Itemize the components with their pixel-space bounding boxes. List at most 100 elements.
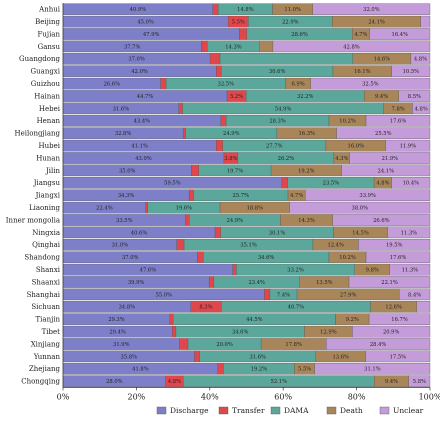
bar-segment-unclear-hunan — [349, 152, 431, 164]
data-label: 23.5% — [323, 181, 340, 187]
data-label: 31.9% — [113, 342, 130, 348]
data-label: 14.6% — [374, 57, 391, 63]
data-label: 5.5% — [232, 20, 245, 26]
category-label: Guangdong — [19, 55, 60, 63]
data-label: 31.6% — [113, 106, 130, 112]
bar-segment-transfer-guangdong — [209, 53, 221, 65]
data-label: 13.5% — [316, 280, 333, 286]
category-label: Shaanxi — [32, 278, 61, 286]
category-label: Beijing — [35, 18, 60, 26]
category-label: Shandong — [24, 254, 60, 262]
category-label: Ningxia — [32, 229, 60, 237]
data-label: 14.3% — [298, 218, 315, 224]
category-label: Guizhou — [31, 80, 61, 88]
data-label: 13.6% — [332, 354, 349, 360]
category-label: Heilongjiang — [15, 130, 61, 138]
data-label: 12.4% — [327, 243, 344, 249]
bar-segment-unclear-henan — [365, 115, 431, 127]
data-label: 52.1% — [271, 379, 288, 385]
legend-label-transfer: Transfer — [232, 406, 265, 415]
category-label: Yunnan — [33, 353, 61, 361]
data-label: 8.3% — [199, 305, 212, 311]
data-label: 16.0% — [348, 144, 365, 150]
bar-segment-transfer-shandong — [197, 251, 204, 263]
bar-segment-unclear-xinjiang — [326, 338, 431, 350]
data-label: 16.1% — [354, 69, 371, 75]
data-label: 34.3% — [118, 193, 135, 199]
data-label: 42.8% — [343, 44, 360, 50]
bar-segment-transfer-jilin — [191, 164, 199, 177]
bar-segment-unclear-anhui — [312, 3, 431, 15]
data-label: 5.5% — [298, 367, 311, 373]
bar-segment-transfer-zhejiang — [217, 363, 224, 375]
bar-segment-transfer-jiangsu — [281, 177, 288, 189]
data-label: 25.7% — [233, 193, 250, 199]
legend-label-unclear: Unclear — [393, 406, 424, 415]
data-label: 11.3% — [402, 268, 419, 274]
data-label: 4.8% — [415, 106, 428, 112]
x-tick-label: 60% — [274, 392, 292, 401]
data-label: 9.8% — [366, 268, 379, 274]
bar-segment-unclear-fujian — [369, 28, 431, 40]
category-labels: Anhui Beijing Fujian Gansu Guangdong Guangxi G… — [6, 6, 61, 386]
bar-segment-dama-guangdong — [219, 53, 354, 65]
legend-swatch-dama — [270, 406, 281, 415]
data-label: 33.5% — [116, 218, 133, 224]
data-label: 16.4% — [392, 32, 409, 38]
data-label: 5.8% — [413, 379, 426, 385]
legend-swatch-unclear — [379, 406, 390, 415]
data-label: 7.4% — [277, 292, 290, 298]
data-label: 31.1% — [364, 367, 381, 373]
data-label: 4.7% — [290, 193, 303, 199]
data-label: 44.5% — [246, 317, 263, 323]
category-label: Xinjiang — [31, 340, 61, 348]
data-label: 40.6% — [131, 230, 148, 236]
data-label: 9.2% — [346, 317, 359, 323]
data-label: 28.3% — [269, 119, 286, 125]
category-label: Hunan — [36, 154, 60, 162]
data-label: 24.1% — [368, 20, 385, 26]
data-label: 19.5% — [386, 243, 403, 249]
data-label: 33.2% — [287, 268, 304, 274]
data-label: 54.9% — [275, 106, 292, 112]
category-label: Jiangxi — [35, 192, 61, 200]
category-label: Guangxi — [31, 68, 61, 76]
data-label: 10.5% — [403, 69, 420, 75]
data-label: 41.8% — [132, 367, 149, 373]
data-label: 30.1% — [269, 230, 286, 236]
x-tick-label: 100% — [419, 392, 440, 401]
data-label: 4.8% — [376, 181, 389, 187]
bar-segment-unclear-chongqing — [408, 375, 431, 387]
bar-segment-transfer-fujian — [239, 28, 248, 40]
category-label: Shanghai — [27, 291, 61, 299]
legend-swatch-discharge — [156, 406, 167, 415]
data-label: 40.9% — [130, 7, 147, 13]
data-label: 4.8% — [168, 379, 181, 385]
bars-group: 40.9% 14.8% 11.0% 32.0%45.0% 5.5% 22.9% 24.1%4… — [62, 3, 431, 387]
bar-segment-transfer-hebei — [178, 102, 183, 115]
data-label: 14.5% — [352, 230, 369, 236]
data-label: 11.0% — [284, 7, 301, 13]
data-label: 6.9% — [291, 82, 304, 88]
bar-segment-unclear-liaoning — [289, 201, 431, 214]
data-label: 41.1% — [131, 144, 148, 150]
x-tick-label: 0% — [57, 392, 70, 401]
bar-segment-unclear-shaanxi — [348, 276, 431, 288]
data-label: 8.5% — [408, 94, 421, 100]
data-label: 3.8% — [224, 156, 237, 162]
category-label: Shanxi — [36, 266, 61, 274]
data-label: 23.4% — [249, 280, 266, 286]
bar-segment-unclear-shandong — [365, 251, 431, 263]
data-label: 21.9% — [382, 156, 399, 162]
bar-segment-death-gansu — [259, 40, 274, 53]
data-label: 38.0% — [352, 206, 369, 212]
data-label: 12.9% — [320, 330, 337, 336]
bar-segment-unclear-heilongjiang — [336, 127, 431, 139]
bar-segment-unclear-jilin — [341, 164, 431, 177]
bar-segment-transfer-gansu — [201, 40, 208, 53]
category-label: Zhejiang — [29, 365, 61, 373]
data-label: 27.7% — [266, 144, 283, 150]
category-label: Hainan — [34, 92, 60, 100]
data-label: 32.0% — [363, 7, 380, 13]
